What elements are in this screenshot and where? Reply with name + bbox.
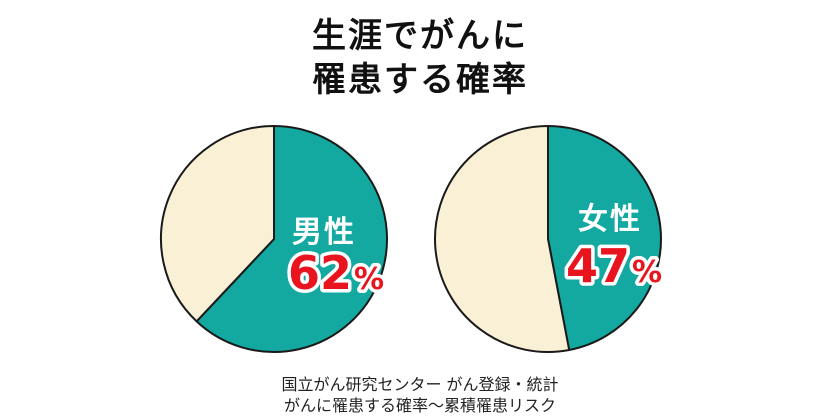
pie-label-male: 男性 xyxy=(292,215,356,250)
chart-title-line-2: 罹患する確率 xyxy=(312,60,528,100)
pie-value-label-male: 62% xyxy=(288,246,384,300)
chart-title-line-1: 生涯でがんに xyxy=(312,16,528,56)
source-line-1: 国立がん研究センター がん登録・統計 xyxy=(281,375,559,394)
pie-value-label-female: 47% xyxy=(566,239,662,293)
pie-slice-male-affected xyxy=(195,125,388,353)
pie-slice-female-affected xyxy=(547,125,662,351)
source-line-2: がんに罹患する確率〜累積罹患リスク xyxy=(283,396,556,415)
pie-slice-female-not-affected xyxy=(434,125,571,353)
pie-label-female: 女性 xyxy=(578,202,642,237)
pie-slice-male-not-affected xyxy=(160,125,275,323)
